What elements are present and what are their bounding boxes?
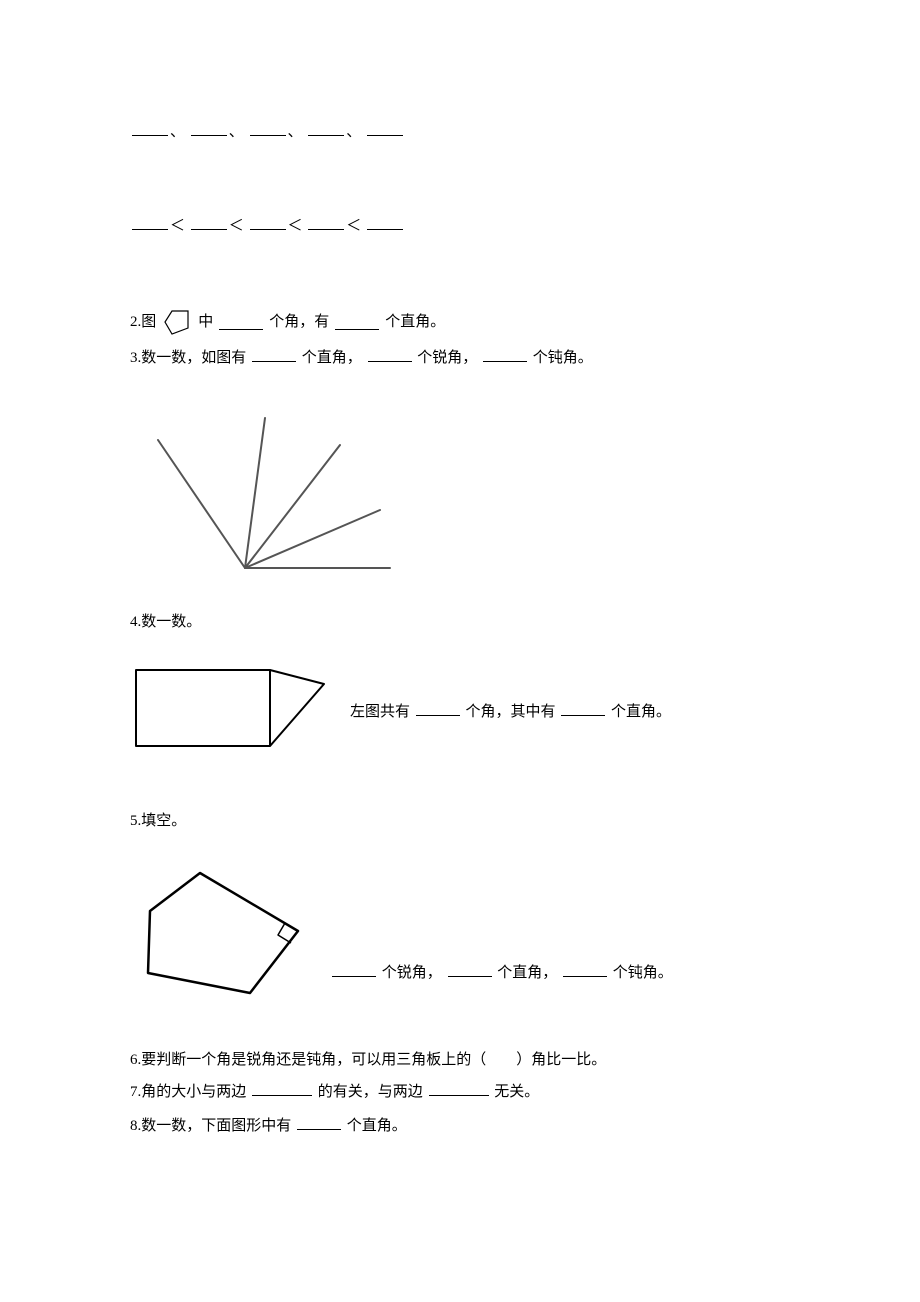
blank — [367, 215, 403, 230]
blank — [252, 1081, 312, 1096]
q5-p3: 个钝角。 — [613, 965, 673, 981]
q5-p2: 个直角， — [497, 965, 557, 981]
blank — [297, 1115, 341, 1130]
fill-blanks-row-1: 、 、 、 、 — [130, 120, 790, 144]
blank — [132, 215, 168, 230]
lt-symbol: ＜ — [346, 218, 361, 234]
q2-mid2: 个角，有 — [269, 310, 329, 334]
flag-shape-icon — [130, 664, 330, 759]
blank — [250, 121, 286, 136]
q2-prefix: 2.图 — [130, 310, 156, 334]
q2-mid1: 中 — [198, 310, 213, 334]
question-3: 3.数一数，如图有 个直角， 个锐角， 个钝角。 — [130, 346, 790, 370]
blank — [308, 215, 344, 230]
question-7: 7.角的大小与两边 的有关，与两边 无关。 — [130, 1080, 790, 1104]
separator: 、 — [229, 124, 244, 140]
blank — [250, 215, 286, 230]
q8-suffix: 个直角。 — [347, 1118, 407, 1134]
pentagon-big-icon — [130, 863, 310, 1003]
lt-symbol: ＜ — [288, 218, 303, 234]
blank — [561, 701, 605, 716]
lt-symbol: ＜ — [229, 218, 244, 234]
separator: 、 — [170, 124, 185, 140]
q7-prefix: 7.角的大小与两边 — [130, 1084, 246, 1100]
blank — [368, 347, 412, 362]
q7-suffix: 无关。 — [494, 1084, 539, 1100]
fill-blanks-row-2: ＜ ＜ ＜ ＜ — [130, 214, 790, 238]
pentagon-small-icon — [162, 308, 192, 336]
q3-mid2: 个锐角， — [417, 350, 477, 366]
lt-symbol: ＜ — [170, 218, 185, 234]
question-4-figure: 左图共有 个角，其中有 个直角。 — [130, 664, 790, 759]
question-8: 8.数一数，下面图形中有 个直角。 — [130, 1114, 790, 1138]
blank — [429, 1081, 489, 1096]
blank — [308, 121, 344, 136]
q4-suffix: 个直角。 — [611, 704, 671, 720]
blank — [563, 962, 607, 977]
question-5-title: 5.填空。 — [130, 809, 790, 833]
q3-prefix: 3.数一数，如图有 — [130, 350, 246, 366]
separator: 、 — [346, 124, 361, 140]
question-5-figure: 个锐角， 个直角， 个钝角。 — [130, 863, 790, 1003]
blank — [191, 215, 227, 230]
q5-text: 个锐角， 个直角， 个钝角。 — [330, 961, 673, 1003]
blank — [219, 315, 263, 330]
blank — [335, 315, 379, 330]
q4-left-prefix: 左图共有 — [350, 704, 410, 720]
blank — [367, 121, 403, 136]
q4-mid: 个角，其中有 — [466, 704, 556, 720]
blank — [191, 121, 227, 136]
question-6: 6.要判断一个角是锐角还是钝角，可以用三角板上的（ ）角比一比。 — [130, 1048, 790, 1072]
blank — [132, 121, 168, 136]
separator: 、 — [288, 124, 303, 140]
blank — [252, 347, 296, 362]
blank — [332, 962, 376, 977]
q2-suffix: 个直角。 — [385, 310, 445, 334]
q4-text: 左图共有 个角，其中有 个直角。 — [350, 700, 671, 724]
blank — [483, 347, 527, 362]
blank — [448, 962, 492, 977]
q7-mid: 的有关，与两边 — [318, 1084, 423, 1100]
question-4-title: 4.数一数。 — [130, 610, 790, 634]
q3-suffix: 个钝角。 — [533, 350, 593, 366]
fan-diagram — [130, 400, 790, 580]
q3-mid1: 个直角， — [302, 350, 362, 366]
question-2: 2.图 中 个角，有 个直角。 — [130, 308, 790, 336]
q8-prefix: 8.数一数，下面图形中有 — [130, 1118, 291, 1134]
blank — [416, 701, 460, 716]
q5-p1: 个锐角， — [382, 965, 442, 981]
